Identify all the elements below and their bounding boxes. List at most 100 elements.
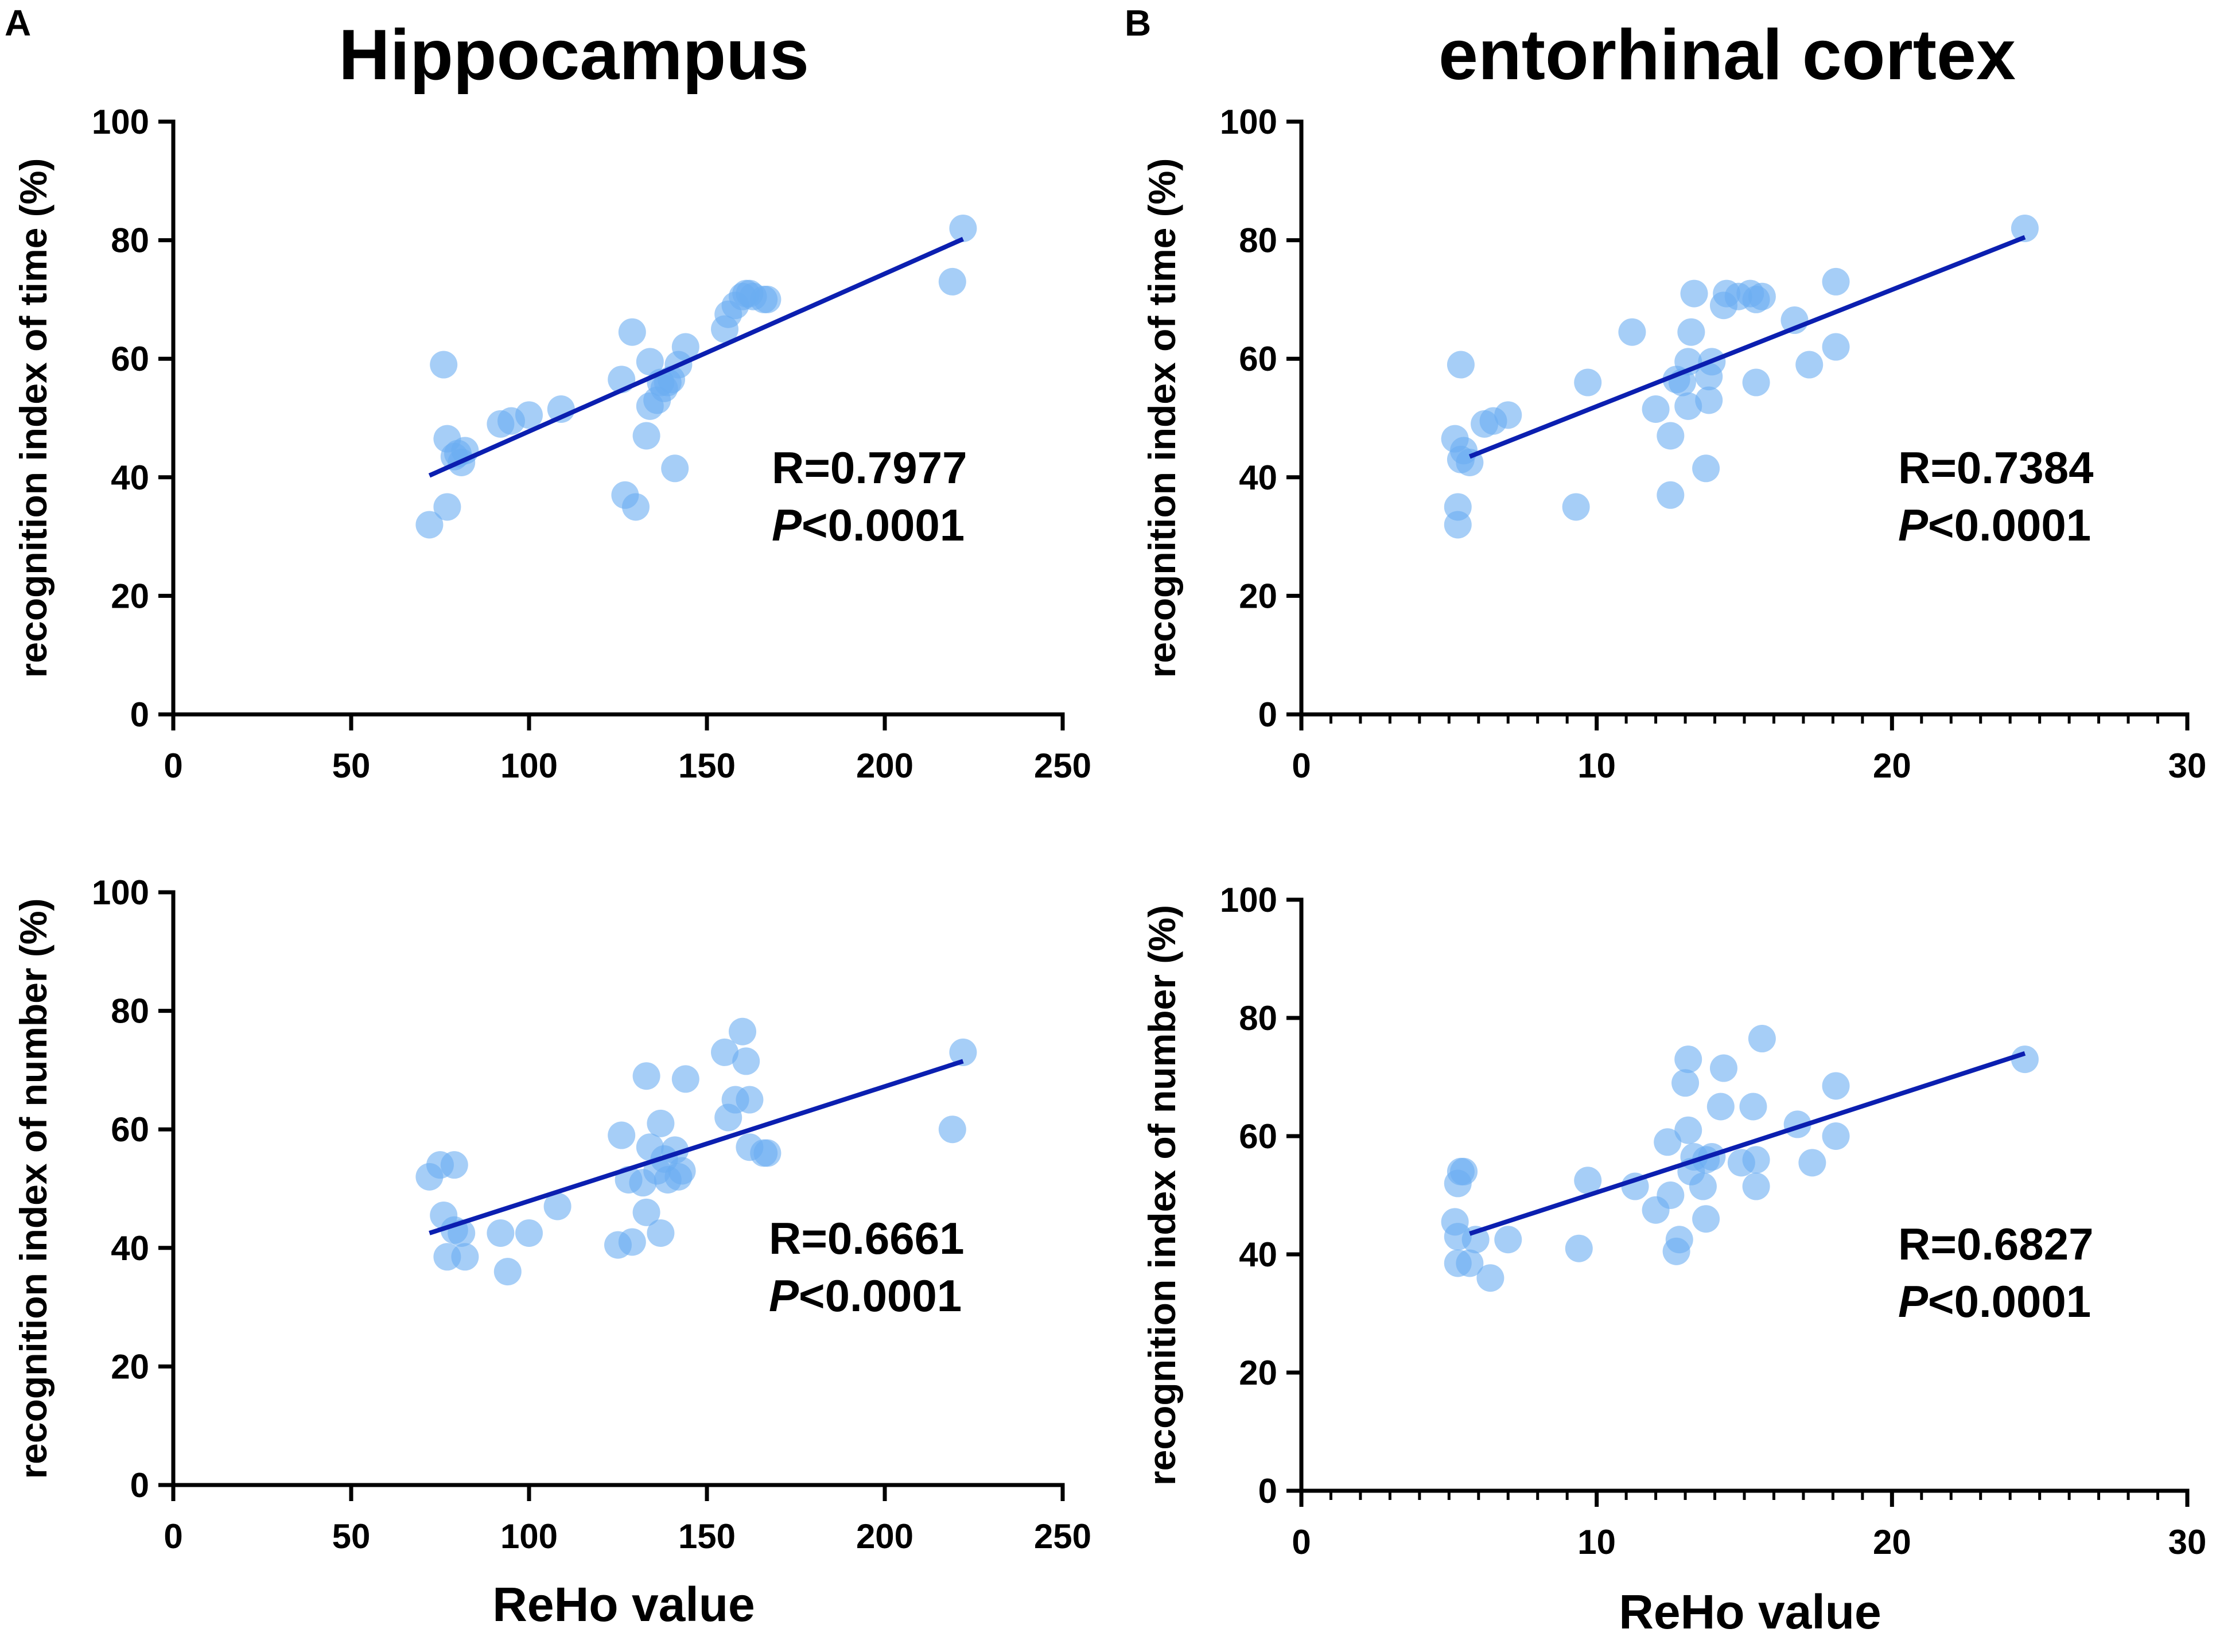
data-point (636, 348, 664, 376)
data-point (671, 1065, 699, 1093)
data-point (1795, 351, 1824, 379)
data-point (1494, 1226, 1522, 1254)
data-point (949, 214, 977, 242)
x-tick-label: 50 (332, 1517, 371, 1556)
y-tick-label: 20 (111, 577, 149, 615)
data-point (1680, 279, 1708, 308)
p-symbol: P (1898, 1276, 1929, 1327)
data-point (1709, 1054, 1737, 1082)
y-tick-label: 60 (1239, 1117, 1277, 1156)
data-point (1689, 1172, 1717, 1200)
y-tick-label: 40 (111, 458, 149, 497)
y-tick-label: 100 (92, 103, 149, 141)
p-value-label: P<0.0001 (1898, 500, 2091, 550)
data-point (1657, 1181, 1685, 1209)
y-tick-label: 100 (92, 873, 149, 912)
scatter-hippocampus-time: 0 20 40 60 80 100 0 50 100 150 200 250 recognition i… (12, 103, 1091, 785)
data-point (515, 1219, 543, 1247)
data-point (543, 1192, 572, 1220)
p-symbol: P (1898, 500, 1929, 550)
data-point (671, 333, 699, 361)
data-point (632, 422, 660, 450)
data-point (1447, 351, 1475, 379)
data-point (608, 1121, 636, 1149)
p-value-label: P<0.0001 (772, 500, 965, 550)
regression-line (1468, 235, 2026, 459)
data-point (1565, 1234, 1593, 1262)
data-point (1450, 1157, 1478, 1185)
data-point (938, 267, 966, 296)
title-entorhinal-cortex: entorhinal cortex (1439, 15, 2016, 95)
p-symbol: P (772, 500, 802, 550)
data-point (1822, 1072, 1850, 1100)
y-tick-label: 20 (1239, 577, 1277, 615)
data-point (415, 511, 444, 539)
data-point (647, 1219, 675, 1247)
data-point (1695, 386, 1723, 414)
data-point (1657, 481, 1685, 509)
data-point (1444, 511, 1472, 539)
y-tick-label: 20 (1239, 1354, 1277, 1392)
y-tick-label: 0 (1258, 1472, 1277, 1510)
p-symbol: P (769, 1270, 799, 1321)
p-value: <0.0001 (1928, 1276, 2091, 1327)
y-axis-label: recognition index of number (%) (1141, 905, 1183, 1486)
y-axis-label: recognition index of time (%) (1141, 158, 1183, 678)
x-tick-label: 20 (1873, 1523, 1911, 1561)
data-point (1461, 1226, 1490, 1254)
x-axis-label: ReHo value (1619, 1585, 1881, 1639)
data-point (668, 1157, 696, 1185)
x-tick-label: 50 (332, 747, 371, 785)
data-point (1822, 1122, 1850, 1150)
y-tick-label: 80 (111, 221, 149, 260)
data-point (1742, 1172, 1770, 1200)
x-tick-label: 30 (2168, 1523, 2207, 1561)
y-tick-label: 100 (1220, 103, 1277, 141)
data-point (711, 1038, 738, 1066)
y-tick-label: 60 (111, 1110, 149, 1149)
y-tick-label: 80 (1239, 221, 1277, 260)
regression-line (1469, 1051, 2026, 1236)
data-point (1654, 1128, 1682, 1156)
y-tick-label: 0 (130, 695, 149, 734)
title-hippocampus: Hippocampus (339, 15, 809, 95)
data-point (515, 401, 543, 429)
x-tick-label: 250 (1034, 747, 1091, 785)
y-tick-label: 60 (111, 340, 149, 378)
data-point (632, 1062, 660, 1090)
x-tick-label: 200 (856, 1517, 913, 1556)
x-tick-label: 100 (500, 747, 558, 785)
data-point (949, 1038, 977, 1066)
panel-label-a: A (5, 2, 31, 44)
data-point (1748, 282, 1776, 310)
data-point (1671, 1069, 1700, 1097)
regression-line (429, 1059, 964, 1235)
data-point (1674, 392, 1702, 420)
y-tick-label: 40 (1239, 458, 1277, 497)
data-point (1739, 1093, 1767, 1121)
data-point (451, 1243, 479, 1271)
data-point (1476, 1264, 1504, 1292)
data-point (729, 1017, 756, 1045)
data-point (736, 1086, 764, 1114)
data-point (661, 454, 689, 483)
x-axis-label: ReHo value (492, 1577, 755, 1631)
regression-line (428, 236, 965, 478)
data-point (1677, 318, 1705, 346)
p-value: <0.0001 (802, 500, 965, 550)
data-point (1706, 1093, 1735, 1121)
data-point (1822, 333, 1850, 361)
data-point (1642, 395, 1670, 423)
p-value-label: P<0.0001 (1898, 1276, 2091, 1327)
data-point (1692, 1205, 1720, 1233)
correlation-r-label: R=0.6827 (1898, 1219, 2093, 1269)
x-tick-label: 150 (678, 1517, 736, 1556)
x-tick-label: 150 (678, 747, 736, 785)
correlation-r-label: R=0.6661 (769, 1213, 964, 1264)
y-axis-label: recognition index of number (%) (12, 898, 55, 1479)
x-tick-label: 100 (500, 1517, 558, 1556)
x-tick-label: 30 (2168, 747, 2207, 785)
data-point (622, 493, 650, 521)
data-point (493, 1258, 522, 1286)
